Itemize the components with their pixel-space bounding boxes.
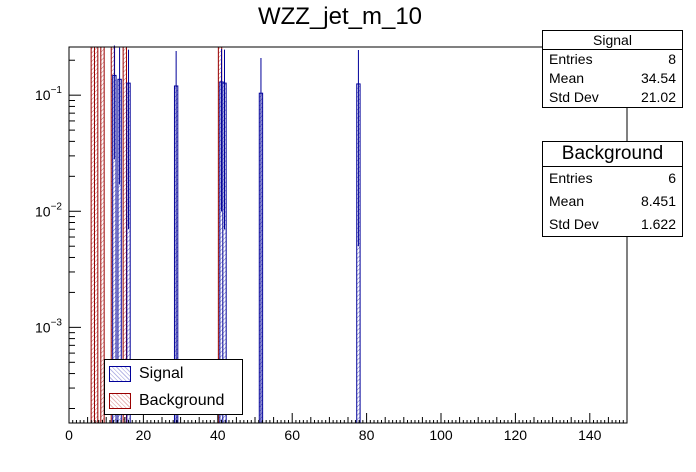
legend-swatch-signal: [109, 365, 131, 382]
legend-entry-signal: Signal: [105, 360, 242, 387]
background-stats-title: Background: [543, 142, 682, 167]
signal-stats-title: Signal: [543, 31, 682, 50]
legend-label-signal: Signal: [139, 364, 184, 382]
signal-std-row: Std Dev 21.02: [543, 88, 682, 107]
x-tick-label-20: 20: [136, 427, 152, 443]
signal-entries-label: Entries: [549, 51, 593, 67]
signal-mean-row: Mean 34.54: [543, 69, 682, 88]
signal-mean-label: Mean: [549, 70, 585, 86]
legend: Signal Background: [104, 359, 243, 415]
signal-std-label: Std Dev: [549, 89, 599, 105]
background-std-label: Std Dev: [549, 216, 599, 232]
x-tick-label-0: 0: [65, 427, 73, 443]
signal-stats-box: Signal Entries 8 Mean 34.54 Std Dev 21.0…: [542, 30, 683, 108]
background-mean-label: Mean: [549, 193, 585, 209]
legend-swatch-background: [109, 392, 131, 409]
legend-entry-background: Background: [105, 387, 242, 414]
signal-entries-value: 8: [668, 51, 676, 67]
background-mean-row: Mean 8.451: [543, 190, 682, 213]
background-entries-row: Entries 6: [543, 167, 682, 190]
background-std-row: Std Dev 1.622: [543, 213, 682, 236]
y-tick-label-0: 10−1: [35, 85, 62, 103]
legend-label-background: Background: [139, 391, 225, 409]
chart-title: WZZ_jet_m_10: [258, 3, 422, 30]
background-stats-box: Background Entries 6 Mean 8.451 Std Dev …: [542, 141, 683, 237]
x-tick-label-100: 100: [429, 427, 453, 443]
y-tick-label-2: 10−3: [35, 317, 62, 335]
background-bar-0: [90, 46, 95, 424]
background-std-value: 1.622: [640, 216, 676, 232]
background-mean-value: 8.451: [640, 193, 676, 209]
y-tick-label-1: 10−2: [35, 201, 62, 219]
x-tick-label-60: 60: [284, 427, 300, 443]
background-entries-value: 6: [668, 170, 676, 186]
x-tick-label-80: 80: [359, 427, 375, 443]
background-bar-1: [93, 46, 99, 424]
x-tick-label-140: 140: [578, 427, 602, 443]
background-entries-label: Entries: [549, 170, 593, 186]
x-tick-label-120: 120: [504, 427, 528, 443]
signal-entries-row: Entries 8: [543, 50, 682, 69]
x-tick-label-40: 40: [210, 427, 226, 443]
axes-layer: 0 20 40 60 80 100 120 140 10−1 10−2 10−3: [35, 59, 628, 443]
signal-std-value: 21.02: [640, 89, 676, 105]
signal-mean-value: 34.54: [640, 70, 676, 86]
